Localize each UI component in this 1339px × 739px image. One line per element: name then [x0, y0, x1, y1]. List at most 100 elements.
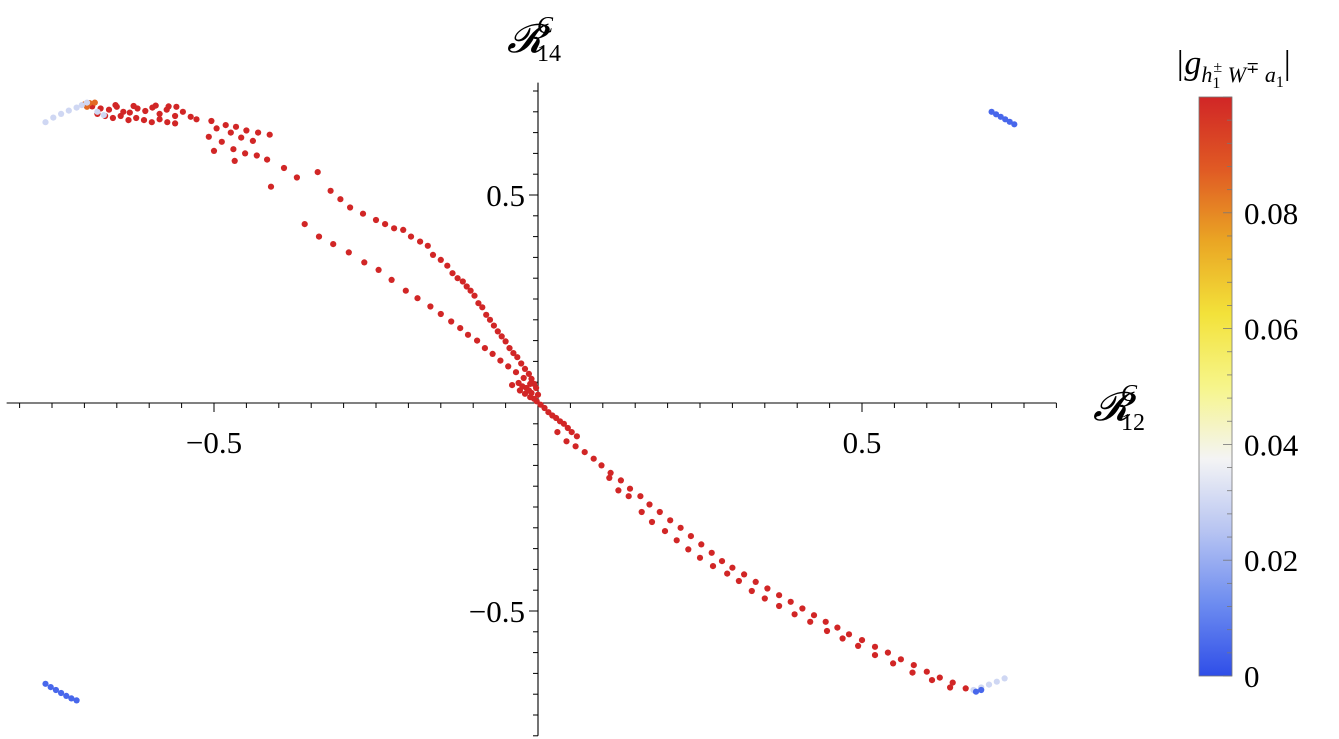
data-point [347, 204, 354, 211]
data-point [481, 345, 488, 352]
colorbar-title-w-sup: ∓ [1246, 60, 1259, 77]
data-point [564, 424, 571, 432]
data-point [172, 120, 179, 127]
data-point [497, 357, 504, 364]
colorbar-title-h: h [1201, 62, 1212, 87]
data-point [52, 686, 60, 694]
data-point [253, 152, 260, 159]
data-point [83, 99, 91, 106]
data-point [222, 122, 229, 129]
data-point [568, 429, 575, 436]
data-point [949, 679, 956, 686]
data-point [417, 238, 424, 245]
data-point [858, 637, 866, 644]
data-point [512, 369, 520, 376]
data-point [525, 370, 533, 377]
data-point [187, 113, 194, 120]
data-point [656, 508, 663, 516]
data-point [179, 108, 186, 115]
data-point [133, 114, 140, 122]
data-point [560, 420, 568, 427]
data-point [58, 689, 65, 697]
data-point [227, 129, 234, 136]
data-point [164, 119, 171, 126]
data-point [483, 311, 490, 318]
data-point [125, 117, 132, 124]
data-point [471, 292, 478, 299]
data-point [646, 501, 653, 508]
data-point [494, 328, 501, 335]
data-point [388, 276, 395, 283]
data-point [391, 225, 398, 232]
colorbar-tick-label: 0.04 [1244, 427, 1299, 462]
data-point [486, 316, 494, 323]
data-point [475, 300, 482, 307]
data-point [685, 546, 692, 553]
data-point [520, 374, 527, 382]
data-point [213, 125, 220, 132]
x-axis-label-main: 𝓡 [1093, 384, 1137, 429]
data-point [444, 262, 451, 269]
data-point [293, 174, 300, 181]
data-point [314, 169, 321, 176]
y-axis-label-sub: 14 [537, 41, 561, 67]
data-point [315, 233, 323, 240]
data-point [909, 669, 916, 676]
data-point [112, 102, 119, 109]
data-point [218, 138, 225, 145]
data-point [698, 541, 705, 548]
data-point [337, 196, 344, 203]
x-tick-label: 0.5 [843, 425, 882, 460]
data-point [165, 103, 172, 110]
data-point [489, 350, 496, 357]
data-point [855, 642, 862, 650]
colorbar-ticks: 0 0.02 0.04 0.06 0.08 [1223, 96, 1299, 694]
data-point [764, 585, 771, 592]
data-point [638, 508, 645, 516]
data-point [117, 112, 124, 120]
data-point [985, 681, 993, 688]
data-point [457, 325, 464, 332]
data-point [78, 102, 85, 109]
data-point [105, 106, 113, 113]
data-point [554, 429, 561, 436]
colorbar-title-w: W [1222, 62, 1248, 87]
data-point [729, 564, 736, 571]
data-point [264, 156, 271, 163]
data-point [528, 375, 535, 382]
data-point [993, 111, 1000, 118]
data-point [94, 108, 101, 115]
data-point [897, 656, 905, 663]
colorbar-title: |gh1± W∓ a1| [1175, 45, 1291, 92]
data-point [787, 598, 794, 605]
data-point [1006, 118, 1013, 125]
data-point [498, 333, 505, 340]
data-point [709, 563, 717, 570]
data-point [845, 631, 853, 638]
data-point [437, 256, 444, 263]
data-point [516, 387, 524, 394]
colorbar-tick-label: 0 [1244, 659, 1260, 694]
data-point [910, 662, 917, 669]
x-axis-label-sub: 12 [1121, 410, 1145, 436]
data-point [752, 578, 759, 586]
data-point [708, 549, 715, 556]
data-point [534, 391, 542, 398]
svg-text:|gh1± W∓ a1|: |gh1± W∓ a1| [1175, 45, 1291, 92]
data-point [156, 110, 163, 117]
data-point [126, 109, 133, 116]
data-point [696, 554, 704, 561]
data-point [505, 363, 512, 370]
data-point [427, 303, 434, 310]
data-point [467, 287, 474, 294]
data-point [459, 278, 466, 285]
data-point [437, 310, 444, 318]
colorbar-tick-label: 0.08 [1244, 196, 1298, 231]
data-point [741, 571, 748, 578]
data-point [68, 695, 75, 702]
axes: −0.5 0.5 0.5 −0.5 [6, 82, 1057, 737]
data-point [375, 266, 382, 273]
data-point [267, 183, 275, 190]
data-point [73, 697, 80, 704]
data-point [573, 433, 581, 440]
